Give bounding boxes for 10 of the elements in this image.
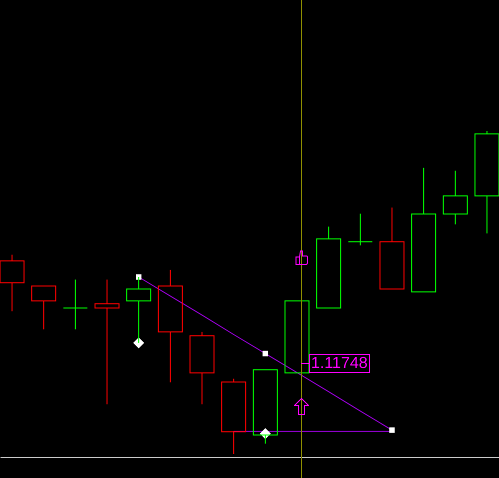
- candlestick: [221, 378, 246, 454]
- candlestick: [442, 170, 468, 225]
- point: [389, 427, 395, 433]
- candlestick: [158, 269, 183, 383]
- candlestick: [0, 254, 25, 312]
- point: [262, 350, 268, 356]
- candlestick: [62, 279, 88, 330]
- point: [133, 337, 144, 348]
- candlestick: [94, 279, 120, 405]
- annotation: 1.11748: [309, 354, 370, 373]
